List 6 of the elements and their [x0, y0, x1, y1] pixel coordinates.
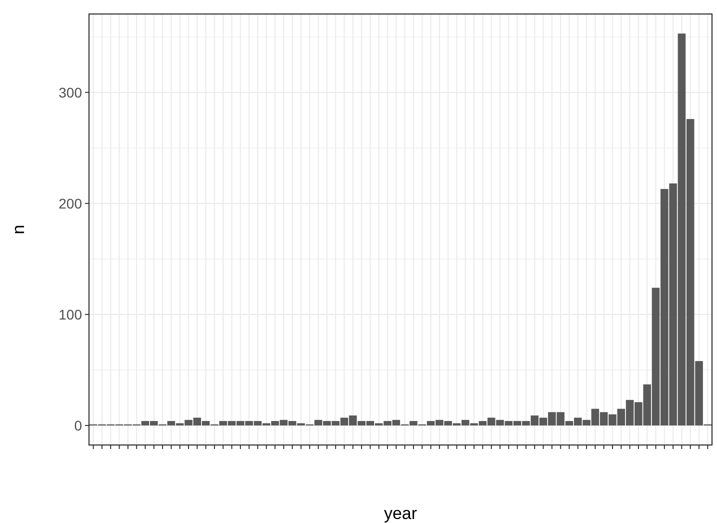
y-tick-label: 200: [58, 195, 82, 212]
x-axis-title: year: [384, 504, 418, 523]
y-axis-title: n: [9, 224, 28, 234]
y-tick-label: 0: [74, 417, 82, 434]
y-tick-label: 300: [58, 84, 82, 100]
y-tick-label: 100: [58, 306, 82, 322]
